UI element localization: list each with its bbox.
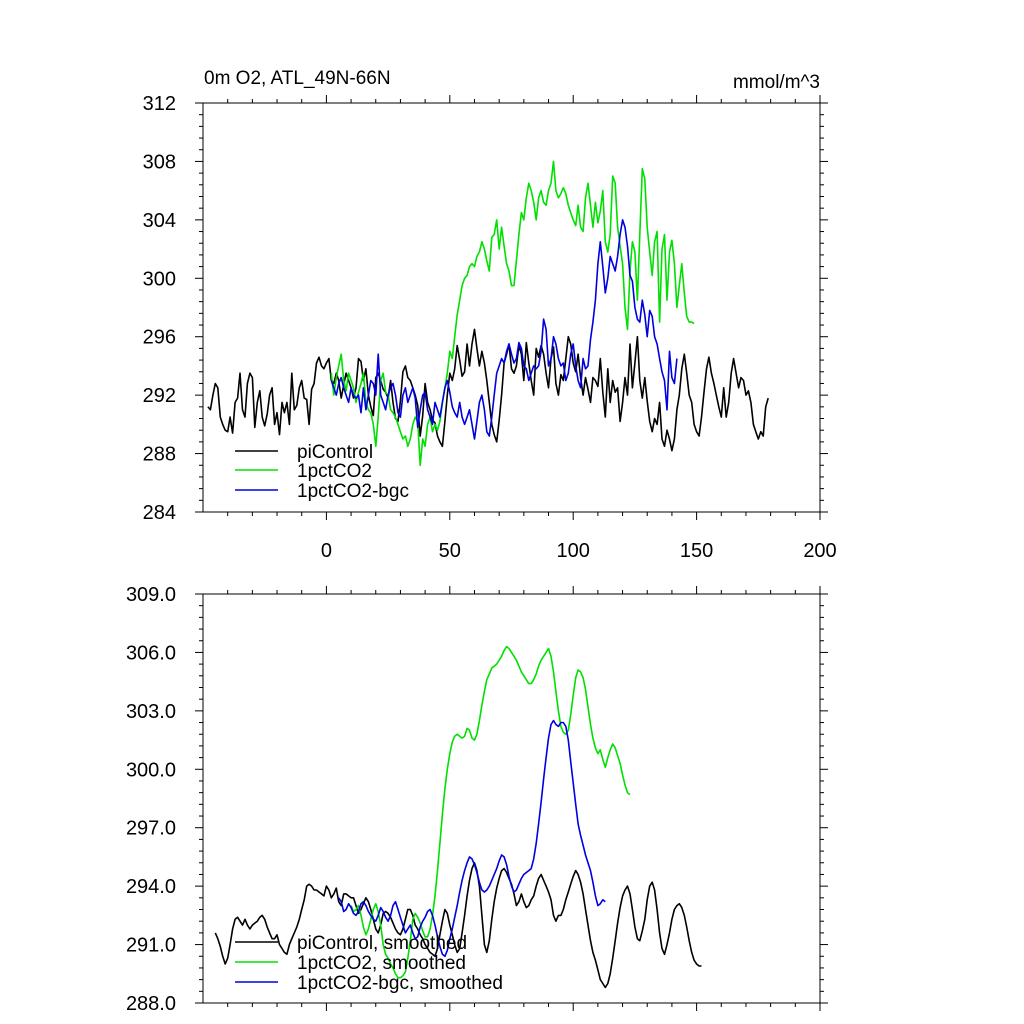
legend-label-1pctco2-bgc: 1pctCO2-bgc [297,481,409,502]
series-line-1pctco2-smoothed [350,645,631,979]
y-tick-label: 300.0 [126,759,176,781]
y-tick-label: 309.0 [126,584,176,606]
series-line-1pctco2-bgc [330,219,678,440]
bottom-panel: 288.0 291.0 294.0 297.0 300.0 303.0 306.0 309.0… [126,584,828,1015]
y-tick-label: 294.0 [126,876,176,898]
y-tick-label: 306.0 [126,642,176,664]
y-tick-label: 296 [143,327,176,349]
y-tick-label: 291.0 [126,935,176,957]
top-legend: piControl 1pctCO2 1pctCO2-bgc [235,442,409,502]
series-line-picontrol-smoothed [214,861,702,989]
y-tick-label: 288.0 [126,993,176,1015]
y-tick-label: 297.0 [126,818,176,840]
x-tick-label: 150 [680,540,713,562]
y-tick-label: 304 [143,210,176,232]
y-tick-label: 312 [143,93,176,115]
series-line-1pctco2 [330,160,695,467]
top-plot-frame [202,102,821,513]
bottom-legend: piControl, smoothed 1pctCO2, smoothed 1p… [235,933,503,994]
series-line-1pctco2-bgc-smoothed [338,719,606,958]
y-tick-label: 308 [143,151,176,173]
y-tick-label: 284 [143,502,176,524]
y-tick-label: 303.0 [126,701,176,723]
legend-label-1pctco2-smoothed: 1pctCO2, smoothed [297,953,466,974]
bottom-plot-frame [202,593,821,1004]
y-tick-label: 288 [143,444,176,466]
legend-label-1pctco2-bgc-smoothed: 1pctCO2-bgc, smoothed [297,973,503,994]
x-tick-label: 50 [439,540,461,562]
legend-label-1pctco2: 1pctCO2 [297,461,372,482]
top-panel-title: 0m O2, ATL_49N-66N [204,68,391,89]
legend-label-picontrol-smoothed: piControl, smoothed [297,933,467,954]
top-panel: 0m O2, ATL_49N-66N mmol/m^3 284 288 292 296… [143,68,837,562]
y-tick-label: 292 [143,385,176,407]
legend-label-picontrol: piControl [297,442,373,463]
x-tick-label: 0 [321,540,332,562]
x-tick-label: 100 [557,540,590,562]
series-line-picontrol [207,328,769,452]
x-tick-label: 200 [803,540,836,562]
top-panel-units: mmol/m^3 [733,72,820,93]
y-tick-label: 300 [143,268,176,290]
